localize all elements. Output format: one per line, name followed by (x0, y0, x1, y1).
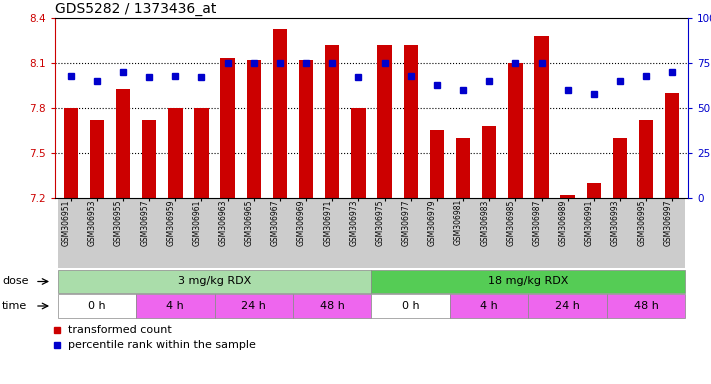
Bar (508, 63, 523, 198)
Bar (351, 108, 365, 198)
Text: 4 h: 4 h (166, 301, 184, 311)
Bar (378, 45, 392, 198)
Text: transformed count: transformed count (68, 325, 172, 335)
Bar (273, 28, 287, 198)
Text: 48 h: 48 h (634, 301, 658, 311)
Text: GSM306989: GSM306989 (559, 199, 567, 245)
Bar (639, 120, 653, 198)
Text: 3 mg/kg RDX: 3 mg/kg RDX (178, 276, 251, 286)
Text: 4 h: 4 h (481, 301, 498, 311)
Text: GSM306963: GSM306963 (219, 199, 228, 246)
Text: percentile rank within the sample: percentile rank within the sample (68, 340, 256, 350)
Bar (613, 138, 627, 198)
Text: GSM306975: GSM306975 (375, 199, 385, 246)
Text: dose: dose (2, 276, 28, 286)
Bar (220, 58, 235, 198)
Text: GSM306977: GSM306977 (402, 199, 411, 246)
Bar (247, 60, 261, 198)
Bar (482, 126, 496, 198)
Bar (142, 120, 156, 198)
Text: GSM306959: GSM306959 (166, 199, 176, 246)
Text: GSM306991: GSM306991 (585, 199, 594, 245)
Text: 48 h: 48 h (320, 301, 345, 311)
Bar (665, 93, 680, 198)
Text: GSM306981: GSM306981 (454, 199, 463, 245)
Text: GSM306971: GSM306971 (324, 199, 332, 245)
Text: 0 h: 0 h (402, 301, 419, 311)
Text: GSM306967: GSM306967 (271, 199, 280, 246)
Text: GSM306965: GSM306965 (245, 199, 254, 246)
Text: GSM306951: GSM306951 (62, 199, 70, 245)
Text: GSM306961: GSM306961 (193, 199, 201, 245)
Text: GSM306955: GSM306955 (114, 199, 123, 246)
Bar (325, 45, 339, 198)
Bar (429, 131, 444, 198)
Text: 18 mg/kg RDX: 18 mg/kg RDX (488, 276, 569, 286)
Text: GSM306953: GSM306953 (88, 199, 97, 246)
Text: GSM306997: GSM306997 (663, 199, 673, 246)
Text: 0 h: 0 h (88, 301, 106, 311)
Bar (194, 108, 208, 198)
Bar (116, 88, 130, 198)
Text: time: time (2, 301, 27, 311)
Bar (560, 195, 575, 198)
Text: GSM306979: GSM306979 (428, 199, 437, 246)
Text: GSM306985: GSM306985 (506, 199, 515, 245)
Text: 24 h: 24 h (555, 301, 580, 311)
Bar (168, 108, 183, 198)
Text: GSM306993: GSM306993 (611, 199, 620, 246)
Text: 24 h: 24 h (241, 301, 266, 311)
Text: GSM306969: GSM306969 (297, 199, 306, 246)
Bar (63, 108, 78, 198)
Text: GSM306995: GSM306995 (637, 199, 646, 246)
Bar (587, 183, 601, 198)
Bar (456, 138, 470, 198)
Bar (404, 45, 418, 198)
Text: GSM306957: GSM306957 (140, 199, 149, 246)
Text: GSM306983: GSM306983 (480, 199, 489, 245)
Text: GSM306987: GSM306987 (533, 199, 542, 245)
Bar (299, 60, 314, 198)
Text: GDS5282 / 1373436_at: GDS5282 / 1373436_at (55, 2, 216, 16)
Text: GSM306973: GSM306973 (349, 199, 358, 246)
Bar (90, 120, 104, 198)
Bar (535, 36, 549, 198)
